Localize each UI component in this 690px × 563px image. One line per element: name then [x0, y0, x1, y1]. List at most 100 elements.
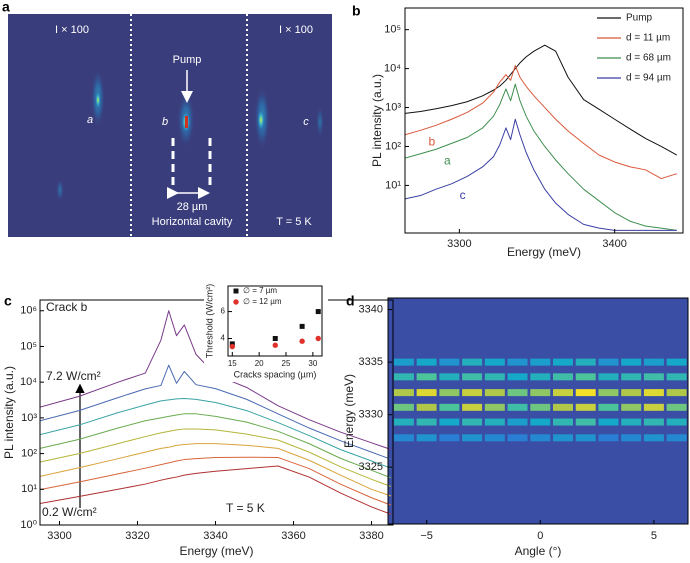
y-tick-label: 10³: [385, 101, 401, 113]
heatmap-cell: [530, 373, 551, 381]
y-tick-label: 10⁴: [20, 376, 37, 388]
scale-label: I × 100: [55, 24, 89, 36]
legend-marker: [233, 288, 239, 294]
heatmap-cell: [621, 418, 642, 426]
x-tick-label: 3340: [203, 530, 227, 542]
y-tick-label: 3330: [359, 409, 383, 421]
heatmap-cell: [666, 434, 687, 442]
heatmap-cell: [598, 403, 619, 411]
heatmap-cell: [598, 373, 619, 381]
y-tick-label: 10³: [21, 412, 37, 424]
heatmap-cell: [393, 403, 414, 411]
heatmap-cell: [530, 389, 551, 397]
heatmap-cell: [462, 418, 483, 426]
heatmap-cell: [439, 403, 460, 411]
heatmap-cell: [643, 358, 664, 366]
heatmap-cell: [598, 389, 619, 397]
heatmap-cell: [484, 403, 505, 411]
x-axis-label: Cracks spacing (µm): [234, 369, 317, 379]
heatmap-cell: [575, 418, 596, 426]
y-axis-label: PL intensity (a.u.): [2, 366, 16, 459]
temperature-label: T = 5 K: [276, 216, 312, 228]
y-tick-label: 10¹: [385, 179, 401, 191]
emission-spot: [316, 106, 324, 138]
emission-spot: [56, 178, 64, 202]
x-tick-label: 25: [282, 359, 291, 368]
y-tick-label: 10²: [21, 447, 37, 459]
heatmap-cell: [666, 389, 687, 397]
crack-label: b: [162, 116, 168, 128]
heatmap-cell: [507, 434, 528, 442]
legend-label: ∅ = 7 µm: [243, 286, 277, 295]
emission-core: [185, 116, 188, 128]
heatmap-cell: [462, 434, 483, 442]
heatmap-cell: [575, 434, 596, 442]
heatmap-cell: [643, 418, 664, 426]
heatmap-cell: [484, 358, 505, 366]
x-tick-label: 15: [228, 359, 237, 368]
heatmap-cell: [621, 358, 642, 366]
heatmap-cell: [439, 418, 460, 426]
heatmap-background: [388, 298, 688, 524]
heatmap-cell: [484, 373, 505, 381]
panel-letter: b: [352, 3, 361, 19]
heatmap-cell: [666, 403, 687, 411]
annotation: 7.2 W/cm²: [46, 369, 101, 383]
panel-c: Crack b 7.2 W/cm² 0.2 W/cm² T = 5 K 3300 3320…: [2, 282, 394, 558]
heatmap-cell: [393, 373, 414, 381]
heatmap-cell: [621, 403, 642, 411]
plot-frame: [387, 297, 689, 525]
x-axis-label: Energy (meV): [179, 544, 253, 558]
point: [229, 343, 235, 350]
heatmap-cell: [530, 418, 551, 426]
y-axis-label: Energy (meV): [342, 374, 356, 448]
heatmap-cell: [484, 389, 505, 397]
y-tick-label: 10⁵: [20, 340, 37, 352]
heatmap-cell: [666, 373, 687, 381]
heatmap-cell: [553, 403, 573, 411]
heatmap-cell: [416, 373, 437, 381]
x-tick-label: 3300: [47, 530, 71, 542]
heatmap-cell: [507, 373, 528, 381]
x-tick-label: 0: [537, 530, 543, 542]
heatmap-cell: [553, 418, 573, 426]
pump-label: Pump: [173, 54, 202, 66]
annotation: 0.2 W/cm²: [42, 505, 97, 519]
heatmap-cell: [643, 373, 664, 381]
heatmap-cell: [553, 358, 573, 366]
y-tick-label: 3325: [359, 461, 383, 473]
point: [272, 336, 278, 341]
y-axis-label: PL intensity (a.u.): [370, 74, 384, 167]
y-tick-label: 3340: [359, 303, 383, 315]
plot-frame: [404, 7, 684, 234]
heatmap-cell: [439, 373, 460, 381]
heatmap-cell: [575, 373, 596, 381]
heatmap-cell: [621, 389, 642, 397]
curve-label: c: [460, 188, 466, 202]
heatmap-cell: [575, 389, 596, 397]
y-tick-label: 10⁵: [384, 24, 401, 36]
heatmap-cell: [507, 418, 528, 426]
panel-letter: c: [4, 293, 12, 309]
point: [315, 309, 321, 315]
heatmap-cell: [575, 358, 596, 366]
legend-label: Pump: [626, 13, 653, 24]
panel-d: −5 0 5 3325 3330 3335 3340 Angle (°) Energy (meV…: [342, 293, 689, 558]
heatmap-cell: [530, 358, 551, 366]
x-tick-label: −5: [420, 530, 433, 542]
point: [299, 338, 305, 344]
series-line: [40, 413, 392, 479]
x-tick-label: 20: [255, 359, 264, 368]
heatmap-cell: [530, 434, 551, 442]
x-tick-label: 3400: [602, 238, 626, 250]
series-line: [405, 83, 677, 231]
curve-label: b: [429, 134, 436, 148]
heatmap-cell: [393, 434, 414, 442]
heatmap-cell: [462, 358, 483, 366]
point: [272, 342, 278, 348]
y-axis-label: Threshold (W/cm²): [204, 284, 214, 359]
heatmap-cell: [598, 358, 619, 366]
heatmap-cell: [462, 373, 483, 381]
curve-label: a: [444, 153, 451, 167]
